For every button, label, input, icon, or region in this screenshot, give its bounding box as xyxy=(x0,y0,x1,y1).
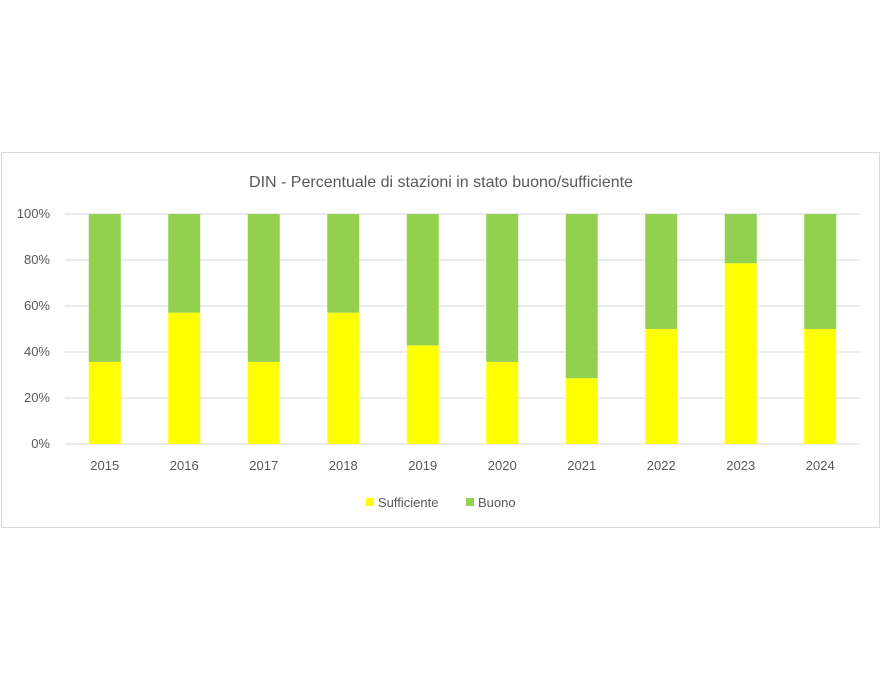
bar-sufficiente-2024 xyxy=(804,329,837,444)
y-tick-label: 20% xyxy=(24,390,50,405)
x-tick-label: 2019 xyxy=(408,458,437,473)
x-tick-label: 2022 xyxy=(647,458,676,473)
x-tick-label: 2021 xyxy=(567,458,596,473)
bar-buono-2016 xyxy=(168,214,201,313)
legend-label: Buono xyxy=(478,495,516,510)
bar-sufficiente-2022 xyxy=(645,329,678,444)
y-tick-label: 60% xyxy=(24,298,50,313)
x-tick-label: 2017 xyxy=(249,458,278,473)
bar-buono-2019 xyxy=(406,214,439,346)
y-tick-label: 0% xyxy=(31,436,50,451)
bar-sufficiente-2020 xyxy=(486,361,519,444)
bar-buono-2015 xyxy=(88,214,121,362)
bar-buono-2023 xyxy=(724,214,757,264)
chart-title: DIN - Percentuale di stazioni in stato b… xyxy=(249,174,633,191)
legend-label: Sufficiente xyxy=(378,495,438,510)
bar-sufficiente-2018 xyxy=(327,312,360,444)
x-tick-label: 2023 xyxy=(726,458,755,473)
legend-swatch-buono xyxy=(466,498,474,506)
bar-buono-2017 xyxy=(247,214,280,362)
bar-buono-2022 xyxy=(645,214,678,329)
bar-sufficiente-2023 xyxy=(724,263,757,444)
bar-sufficiente-2017 xyxy=(247,361,280,444)
bar-buono-2024 xyxy=(804,214,837,329)
y-tick-label: 80% xyxy=(24,252,50,267)
bar-buono-2021 xyxy=(565,214,598,379)
legend-swatch-sufficiente xyxy=(366,498,374,506)
bar-sufficiente-2015 xyxy=(88,361,121,444)
x-tick-label: 2024 xyxy=(806,458,835,473)
bar-buono-2018 xyxy=(327,214,360,313)
x-tick-label: 2018 xyxy=(329,458,358,473)
bar-sufficiente-2019 xyxy=(406,345,439,444)
bar-sufficiente-2021 xyxy=(565,378,598,444)
bar-buono-2020 xyxy=(486,214,519,362)
x-tick-label: 2020 xyxy=(488,458,517,473)
x-tick-label: 2016 xyxy=(170,458,199,473)
x-tick-label: 2015 xyxy=(90,458,119,473)
y-tick-label: 40% xyxy=(24,344,50,359)
y-tick-label: 100% xyxy=(17,206,51,221)
bar-sufficiente-2016 xyxy=(168,312,201,444)
